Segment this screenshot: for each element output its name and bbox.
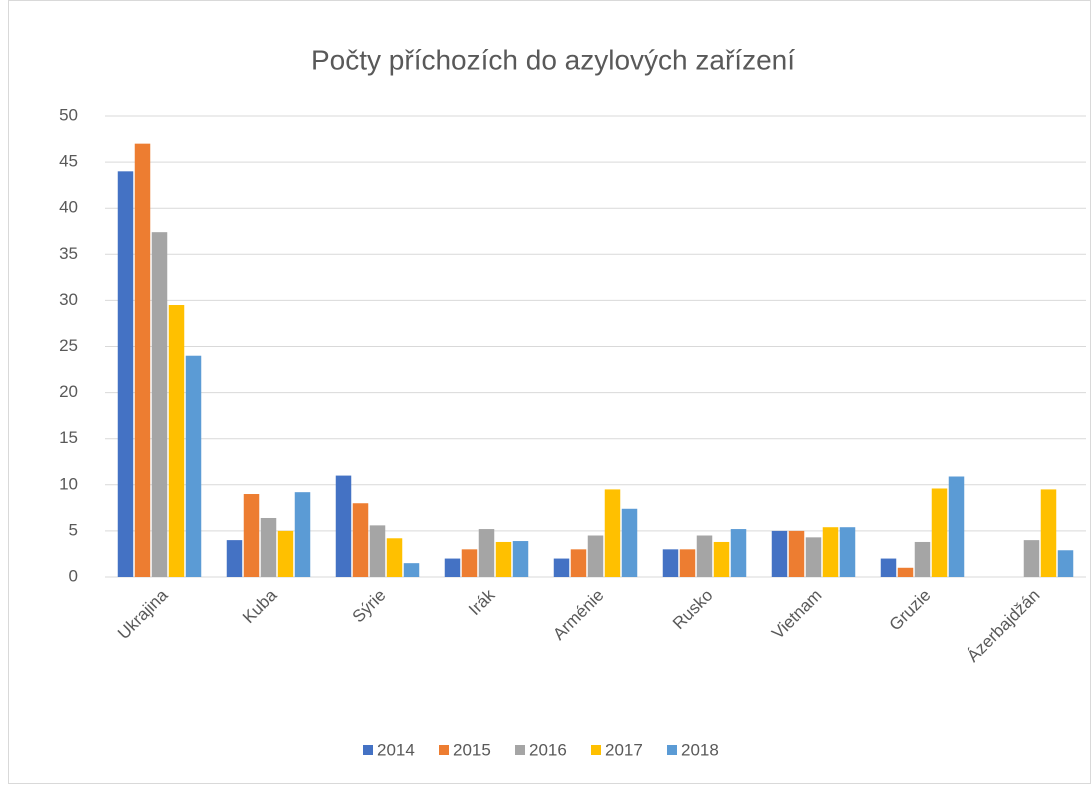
bar bbox=[243, 494, 260, 577]
y-tick-label: 25 bbox=[59, 336, 78, 355]
bar bbox=[570, 549, 587, 577]
bar bbox=[478, 529, 495, 577]
bar bbox=[335, 475, 352, 577]
legend-label: 2018 bbox=[681, 740, 719, 759]
bar bbox=[369, 525, 386, 577]
bar bbox=[134, 143, 151, 577]
legend-swatch bbox=[591, 745, 601, 755]
legend-swatch bbox=[363, 745, 373, 755]
bar bbox=[897, 567, 914, 577]
legend-swatch bbox=[667, 745, 677, 755]
bar bbox=[117, 171, 134, 577]
bar bbox=[352, 503, 369, 577]
legend-swatch bbox=[515, 745, 525, 755]
bar bbox=[604, 489, 621, 577]
bar bbox=[226, 540, 243, 577]
legend-label: 2016 bbox=[529, 740, 567, 759]
y-tick-label: 5 bbox=[69, 520, 78, 539]
bar bbox=[948, 476, 965, 577]
bar bbox=[587, 535, 604, 577]
bar bbox=[185, 355, 202, 577]
bar bbox=[914, 541, 931, 577]
y-tick-label: 45 bbox=[59, 152, 78, 171]
y-tick-label: 15 bbox=[59, 428, 78, 447]
bar bbox=[662, 549, 679, 577]
bar bbox=[1057, 550, 1074, 577]
bar bbox=[386, 538, 403, 577]
bar bbox=[713, 541, 730, 577]
legend-label: 2017 bbox=[605, 740, 643, 759]
legend-label: 2014 bbox=[377, 740, 415, 759]
bar bbox=[444, 558, 461, 577]
bar bbox=[880, 558, 897, 577]
bar bbox=[168, 305, 185, 577]
legend-label: 2015 bbox=[453, 740, 491, 759]
bar bbox=[822, 527, 839, 577]
bar bbox=[1023, 540, 1040, 577]
y-tick-label: 20 bbox=[59, 382, 78, 401]
bar bbox=[788, 530, 805, 577]
y-tick-label: 10 bbox=[59, 474, 78, 493]
y-tick-label: 40 bbox=[59, 198, 78, 217]
bar bbox=[495, 541, 512, 577]
bar bbox=[771, 530, 788, 577]
bar bbox=[277, 530, 294, 577]
bar bbox=[730, 529, 747, 577]
bar bbox=[621, 508, 638, 577]
bar bbox=[931, 488, 948, 577]
y-tick-label: 0 bbox=[69, 566, 78, 585]
y-tick-label: 30 bbox=[59, 290, 78, 309]
bar bbox=[696, 535, 713, 577]
bar bbox=[553, 558, 570, 577]
bar bbox=[679, 549, 696, 577]
legend-swatch bbox=[439, 745, 449, 755]
bar bbox=[805, 537, 822, 577]
y-tick-label: 50 bbox=[59, 105, 78, 124]
bar bbox=[151, 232, 168, 577]
y-tick-label: 35 bbox=[59, 244, 78, 263]
bar bbox=[260, 517, 277, 577]
chart-title: Počty příchozích do azylových zařízení bbox=[311, 44, 795, 75]
bar bbox=[461, 549, 478, 577]
bar bbox=[294, 492, 311, 577]
bar bbox=[403, 563, 420, 577]
bar bbox=[839, 527, 856, 577]
bar bbox=[1040, 489, 1057, 577]
bar bbox=[512, 541, 529, 577]
